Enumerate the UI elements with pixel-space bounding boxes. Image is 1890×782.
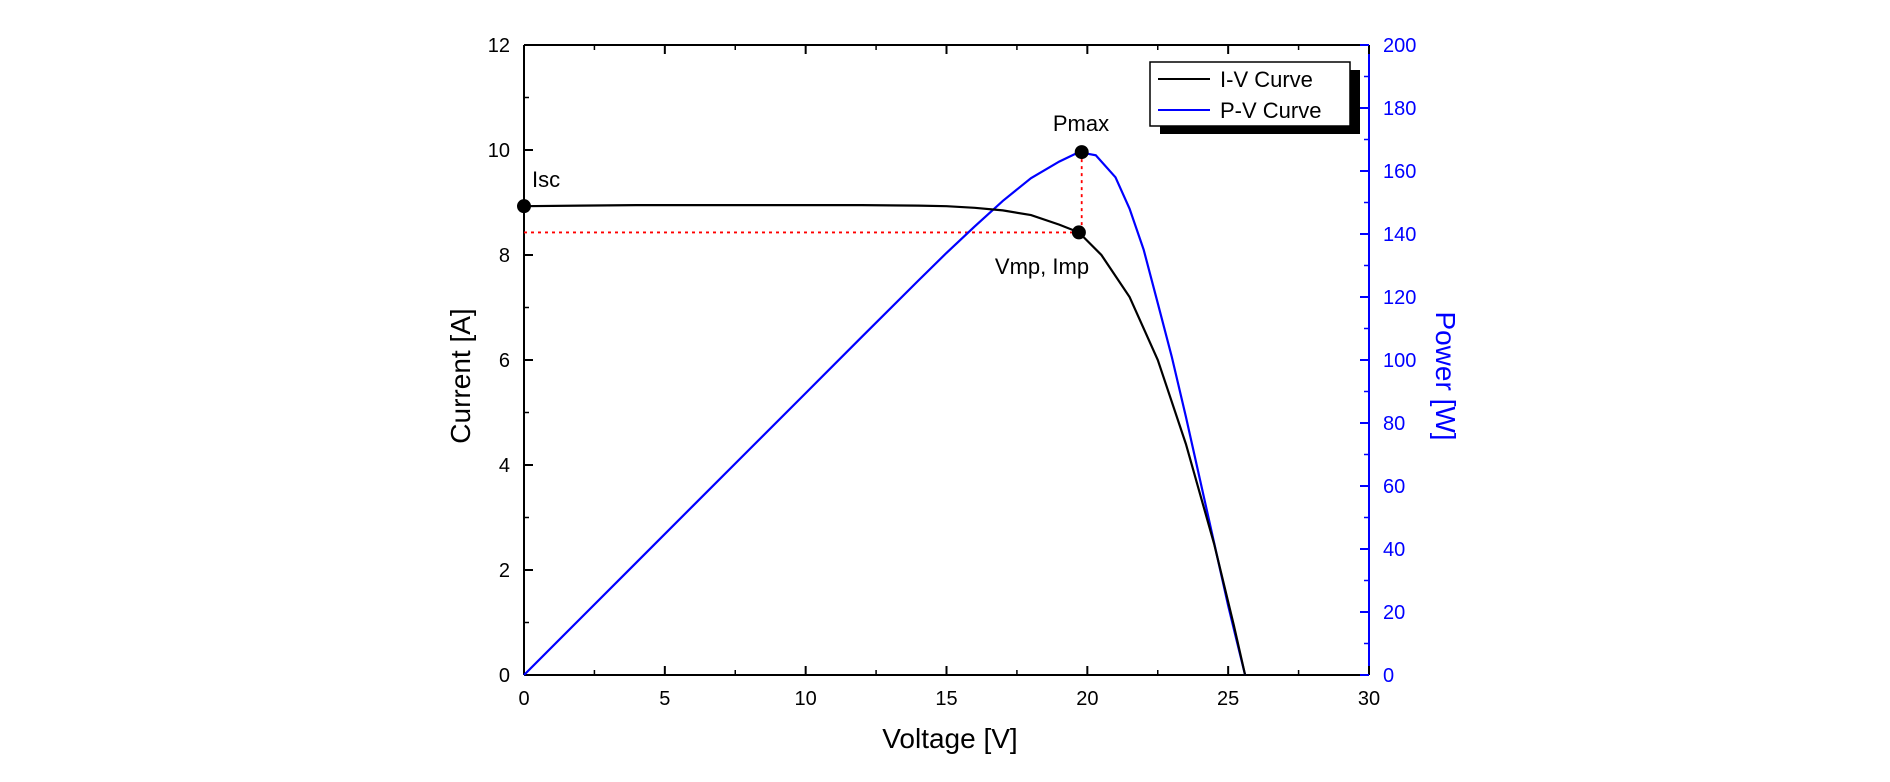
right-y-tick-label: 140 <box>1383 224 1416 246</box>
isc-marker <box>517 199 531 214</box>
right-y-tick-label: 120 <box>1383 287 1416 309</box>
right-y-tick-label: 40 <box>1383 539 1405 561</box>
legend-box <box>1149 61 1351 127</box>
x-tick-label: 0 <box>518 688 529 710</box>
left-y-tick-label: 4 <box>499 455 510 477</box>
right-y-tick-label: 200 <box>1383 35 1416 57</box>
left-y-tick-label: 2 <box>499 560 510 582</box>
right-y-ticks: 0 20 40 60 80 100 120 140 160 180 200 <box>1360 35 1416 687</box>
right-y-tick-label: 100 <box>1383 350 1416 372</box>
pmax-annotation: Pmax <box>1053 111 1109 136</box>
left-y-tick-label: 12 <box>488 35 510 57</box>
pmax-marker <box>1074 145 1089 160</box>
isc-annotation: Isc <box>532 167 560 192</box>
left-y-ticks: 0 2 4 6 8 10 12 <box>488 35 533 687</box>
x-tick-label: 10 <box>795 688 817 710</box>
legend: I-V Curve P-V Curve <box>1149 61 1360 134</box>
x-tick-label: 20 <box>1076 688 1098 710</box>
left-y-tick-label: 10 <box>488 140 510 162</box>
legend-label-pv: P-V Curve <box>1220 98 1321 123</box>
right-y-tick-label: 0 <box>1383 665 1394 687</box>
x-tick-label: 25 <box>1217 688 1239 710</box>
right-y-tick-label: 60 <box>1383 476 1405 498</box>
marked-points <box>517 145 1089 240</box>
left-y-tick-label: 8 <box>499 245 510 267</box>
x-ticks: 0 5 10 15 20 25 30 <box>518 45 1380 710</box>
reference-lines <box>524 152 1083 234</box>
legend-label-iv: I-V Curve <box>1220 67 1313 92</box>
pv-curve-line <box>523 150 1247 676</box>
x-tick-label: 30 <box>1358 688 1380 710</box>
right-y-axis-label: Power [W] <box>1430 311 1461 440</box>
vmp-imp-marker <box>1071 225 1086 240</box>
x-tick-label: 5 <box>659 688 670 710</box>
x-tick-label: 15 <box>935 688 957 710</box>
vmp-imp-annotation: Vmp, Imp <box>995 254 1089 279</box>
left-y-tick-label: 6 <box>499 350 510 372</box>
left-y-axis-label: Current [A] <box>445 308 476 443</box>
right-y-tick-label: 180 <box>1383 98 1416 120</box>
x-axis-label: Voltage [V] <box>882 723 1017 754</box>
right-y-tick-label: 160 <box>1383 161 1416 183</box>
right-y-tick-label: 20 <box>1383 602 1405 624</box>
right-y-tick-label: 80 <box>1383 413 1405 435</box>
iv-curve-line <box>523 204 1247 676</box>
left-y-tick-label: 0 <box>499 665 510 687</box>
